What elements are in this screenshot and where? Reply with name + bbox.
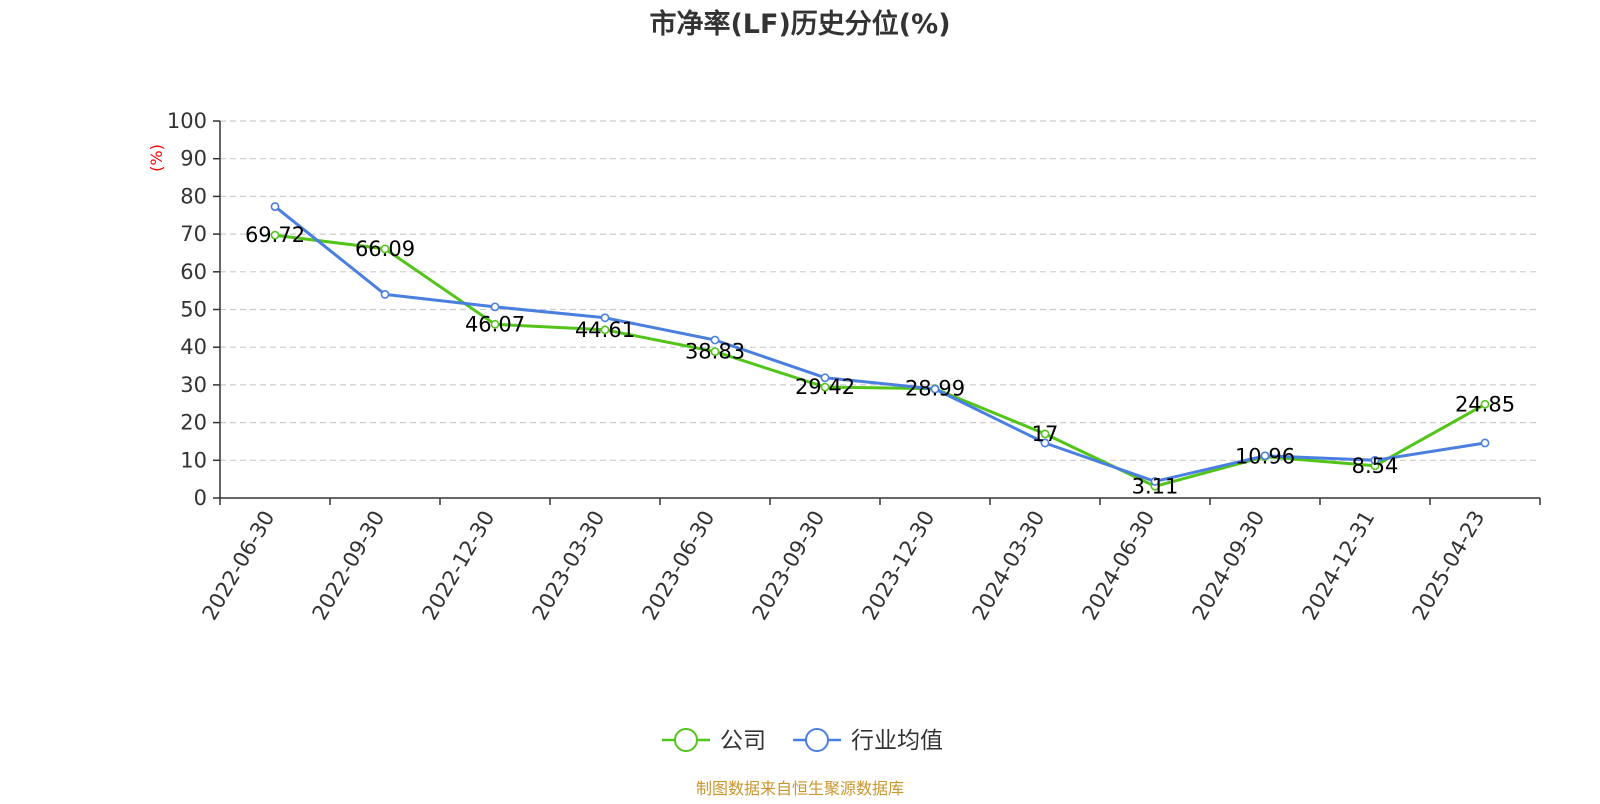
y-axis-title: (%) — [147, 144, 166, 172]
data-point — [1370, 455, 1380, 465]
grid-lines — [220, 120, 1540, 461]
legend-item-0: 公司 — [662, 728, 766, 754]
data-label: 10.96 — [1235, 445, 1295, 469]
data-point — [380, 244, 390, 254]
legend: 公司 行业均值 — [662, 728, 943, 754]
x-tick-label: 2024-12-31 — [1298, 507, 1380, 625]
legend-item-1: 行业均值 — [793, 728, 943, 754]
x-tick-label: 2022-06-30 — [198, 507, 280, 625]
data-point — [1480, 399, 1490, 409]
data-label: 17 — [1032, 422, 1059, 446]
data-point — [710, 347, 720, 357]
legend-marker — [674, 728, 698, 752]
data-point — [1040, 429, 1050, 439]
y-tick-label: 100 — [167, 109, 207, 133]
data-label: 28.99 — [905, 377, 965, 401]
y-tick-label: 40 — [180, 335, 207, 359]
x-tick-label: 2023-12-30 — [858, 507, 940, 625]
data-point — [1260, 451, 1270, 461]
data-label: 66.09 — [355, 237, 415, 261]
x-tick-label: 2022-12-30 — [418, 507, 500, 625]
axes: 0 10 20 30 40 50 60 70 80 90 100 2022-06-30 2022-09-… — [167, 109, 1541, 625]
y-tick-label: 60 — [180, 260, 207, 284]
data-label: 44.61 — [575, 318, 635, 342]
chart-title: 市净率(LF)历史分位(%) — [649, 8, 950, 40]
data-label: 69.72 — [245, 223, 305, 247]
data-point — [820, 373, 830, 383]
data-label: 24.85 — [1455, 392, 1515, 416]
x-tick-label: 2025-04-23 — [1408, 507, 1490, 625]
data-point — [490, 319, 500, 329]
x-tick-label: 2024-09-30 — [1188, 507, 1270, 625]
data-point — [1480, 438, 1490, 448]
x-tick-label: 2023-03-30 — [528, 507, 610, 625]
x-tick-label: 2024-06-30 — [1078, 507, 1160, 625]
data-point — [1150, 477, 1160, 486]
x-tick-label: 2022-09-30 — [308, 507, 390, 625]
y-tick-label: 50 — [180, 298, 207, 322]
y-tick-label: 10 — [180, 448, 207, 472]
data-point — [930, 384, 940, 394]
legend-label: 公司 — [720, 728, 766, 754]
x-tick-label: 2023-06-30 — [638, 507, 720, 625]
data-point — [820, 382, 830, 392]
data-point — [270, 230, 280, 240]
data-label: 38.83 — [685, 340, 745, 364]
data-point — [710, 335, 720, 345]
legend-label: 行业均值 — [851, 728, 943, 754]
data-point — [380, 290, 390, 299]
legend-marker — [805, 728, 829, 752]
data-point — [1040, 438, 1050, 448]
y-tick-label: 70 — [180, 222, 207, 246]
x-tick-label: 2024-03-30 — [968, 507, 1050, 625]
data-point — [600, 325, 610, 335]
data-labels: 69.72 66.09 46.07 44.61 38.83 29.42 28.99 17 3.1… — [245, 223, 1515, 498]
data-label: 8.54 — [1352, 454, 1399, 478]
data-point — [490, 302, 500, 312]
y-tick-label: 90 — [180, 147, 207, 171]
series-line-0 — [274, 233, 1486, 488]
data-point — [270, 202, 280, 211]
source-note: 制图数据来自恒生聚源数据库 — [695, 779, 904, 798]
series-line-1 — [274, 205, 1486, 483]
data-label: 3.11 — [1132, 474, 1179, 498]
data-label: 46.07 — [465, 312, 525, 336]
y-tick-label: 20 — [180, 411, 207, 435]
y-tick-label: 80 — [180, 184, 207, 208]
series-layer — [270, 202, 1490, 491]
y-tick-label: 30 — [180, 373, 207, 397]
x-tick-label: 2023-09-30 — [748, 507, 830, 625]
data-point — [600, 313, 610, 323]
y-tick-label: 0 — [194, 486, 207, 510]
data-label: 29.42 — [795, 375, 855, 399]
